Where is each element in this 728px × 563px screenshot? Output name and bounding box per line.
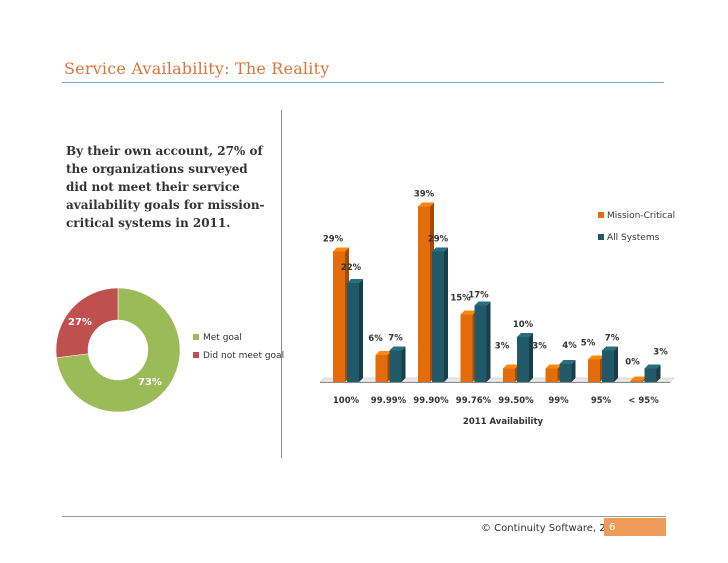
bar-top-6-1: [602, 346, 618, 351]
x-tick-label-6: 95%: [591, 396, 612, 406]
x-tick-label-3: 99.76%: [456, 396, 492, 406]
bar-chart: 29% 22% 100% 6% 7% 99.99% 39% 29% 99.90% 15%17% 99…: [319, 190, 675, 427]
bar-side-4-1: [529, 333, 533, 382]
bar-label-7-0: 0%: [625, 358, 640, 368]
bar-label-3-0: 15%: [450, 294, 471, 304]
bar-side-2-1: [444, 247, 448, 382]
bar-side-5-1: [571, 360, 576, 382]
bar-top-1-1: [389, 346, 406, 351]
bar-4-1: [517, 337, 529, 382]
x-tick-label-4: 99.50%: [498, 396, 534, 406]
footer-divider: [62, 516, 666, 517]
bar-side-1-1: [401, 346, 406, 382]
bar-4-0: [503, 368, 515, 382]
bar-7-1: [644, 368, 657, 382]
bar-legend-swatch-1: [598, 234, 604, 240]
bar-top-7-1: [644, 364, 661, 369]
donut-legend: Met goal Did not meet goal: [193, 333, 284, 361]
bar-label-6-1: 7%: [605, 334, 620, 344]
bar-label-2-0: 39%: [414, 190, 435, 200]
slide-title: Service Availability: The Reality: [64, 59, 330, 78]
x-tick-label-5: 99%: [548, 396, 569, 406]
bar-top-4-0: [503, 364, 519, 369]
bar-2-1: [432, 251, 444, 382]
bar-top-7-0: [630, 376, 647, 381]
x-tick-label-0: 100%: [333, 396, 360, 406]
vertical-divider: [281, 110, 282, 458]
bar-label-2-1: 29%: [428, 235, 449, 245]
bar-label-0-1: 22%: [341, 263, 362, 273]
bar-top-1-0: [375, 351, 392, 355]
donut-legend-label-1: Did not meet goal: [203, 351, 284, 361]
donut-legend-swatch-1: [193, 352, 199, 358]
donut-legend-label-0: Met goal: [203, 333, 242, 343]
bar-3-0: [460, 314, 473, 382]
bar-2-0: [418, 206, 430, 382]
page-number: 6: [609, 522, 616, 533]
bar-label-5-0: 3%: [532, 342, 547, 352]
donut-label-did-not-meet: 27%: [68, 317, 92, 328]
bar-top-0-0: [333, 247, 349, 252]
bar-label-3-1: 17%: [468, 291, 489, 301]
x-tick-label-7: < 95%: [628, 396, 659, 406]
bar-legend: Mission-Critical All Systems: [598, 211, 675, 243]
donut-slice-met-goal: [56, 287, 181, 413]
bar-0-0: [333, 251, 345, 382]
bar-label-6-0: 5%: [581, 339, 596, 349]
bar-top-4-1: [517, 333, 533, 337]
donut-legend-swatch-0: [193, 334, 199, 340]
bar-top-3-0: [460, 310, 477, 315]
bar-top-2-0: [418, 202, 434, 207]
bar-5-0: [545, 368, 558, 382]
bar-top-0-1: [347, 279, 363, 283]
bar-3-1: [474, 305, 487, 382]
title-divider: [62, 82, 664, 83]
bar-5-1: [559, 364, 572, 382]
bar-7-0: [630, 380, 643, 382]
footer-text: © Continuity Software, 2012: [481, 523, 625, 534]
donut-label-met-goal: 73%: [138, 377, 162, 388]
bar-top-6-0: [588, 355, 604, 360]
page-number-box: [604, 518, 666, 536]
bar-0-1: [347, 283, 359, 382]
bar-label-1-0: 6%: [368, 334, 383, 344]
bar-top-5-0: [545, 364, 562, 369]
x-tick-label-1: 99.99%: [371, 396, 407, 406]
bar-6-0: [588, 359, 600, 382]
bar-label-4-0: 3%: [495, 342, 510, 352]
bar-top-2-1: [432, 247, 448, 252]
bar-1-1: [389, 350, 402, 382]
bar-legend-swatch-0: [598, 212, 604, 218]
bar-side-6-1: [614, 346, 618, 382]
bar-label-7-1: 3%: [653, 348, 668, 358]
bar-top-5-1: [559, 360, 576, 364]
donut-chart: 73% 27%: [55, 287, 181, 413]
bar-label-1-1: 7%: [388, 334, 403, 344]
donut-slice-did-not-meet-goal: [55, 287, 119, 359]
x-tick-label-2: 99.90%: [413, 396, 449, 406]
bar-side-0-1: [359, 279, 363, 382]
bar-6-1: [602, 350, 614, 382]
bar-floor: [319, 377, 675, 383]
bar-top-3-1: [474, 301, 491, 306]
intro-text: By their own account, 27% of the organiz…: [66, 144, 265, 230]
bar-legend-label-1: All Systems: [607, 233, 660, 243]
bar-label-5-1: 4%: [562, 341, 577, 351]
bar-1-0: [375, 355, 388, 382]
bar-legend-label-0: Mission-Critical: [607, 211, 675, 221]
bar-label-0-0: 29%: [323, 235, 344, 245]
bar-side-7-1: [656, 364, 661, 382]
x-axis-title: 2011 Availability: [463, 417, 544, 427]
bar-side-3-1: [486, 301, 491, 382]
bar-label-4-1: 10%: [513, 320, 534, 330]
